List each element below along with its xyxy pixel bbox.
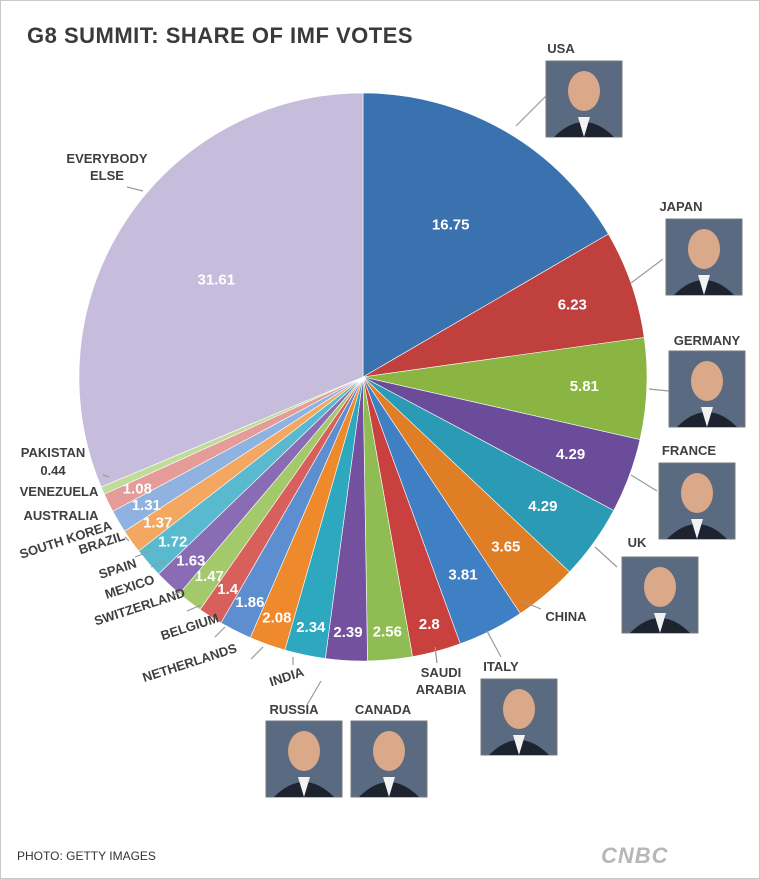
leader-line	[102, 474, 110, 478]
slice-value-label: 4.29	[556, 446, 585, 463]
category-label-india: INDIA	[267, 664, 306, 689]
slice-value-label: 1.31	[132, 497, 161, 514]
category-label-russia: RUSSIA	[269, 702, 319, 717]
leader-line	[434, 646, 438, 664]
slice-value-label: 1.63	[176, 553, 205, 570]
leader-line	[170, 590, 182, 598]
leader-line	[126, 186, 144, 192]
leader-line	[150, 560, 166, 568]
leader-line	[306, 680, 322, 706]
leader-portrait-photo	[480, 678, 558, 756]
category-label-belgium: BELGIUM	[159, 610, 221, 643]
leader-line	[124, 536, 130, 542]
leader-line	[214, 626, 226, 638]
pie-slice-usa	[362, 92, 609, 378]
slice-value-label: 2.39	[333, 624, 362, 641]
slice-value-label: 1.08	[123, 480, 152, 497]
slice-value-label: 5.81	[570, 378, 599, 395]
slice-value-label: 2.8	[419, 616, 440, 633]
slice-value-label: 2.08	[262, 610, 291, 627]
slice-value-label: 1.72	[158, 534, 187, 551]
category-label-france: FRANCE	[662, 443, 716, 458]
slice-value-label: 2.34	[296, 619, 326, 636]
category-label-australia: AUSTRALIA	[23, 508, 99, 523]
slice-value-label: 31.61	[198, 272, 236, 289]
leader-line	[520, 600, 542, 610]
leader-line	[515, 95, 547, 127]
slice-value-label: 2.56	[373, 623, 402, 640]
leader-portrait-photo	[350, 720, 428, 798]
slice-value-label: 3.81	[448, 567, 477, 584]
pie-slice-everybody-else	[78, 92, 364, 488]
category-label-china: CHINA	[545, 609, 587, 624]
slice-value-label: 1.86	[235, 594, 264, 611]
slice-value-label: 1.4	[217, 581, 239, 598]
leader-line	[134, 550, 152, 558]
leader-portrait-photo	[658, 462, 736, 540]
category-label-usa: USA	[547, 41, 575, 56]
slice-value-label: 1.37	[143, 515, 172, 532]
leader-portrait-photo	[665, 218, 743, 296]
leader-line	[648, 388, 670, 392]
slice-value-label: 16.75	[432, 216, 470, 233]
slice-value-label-outside: 0.44	[40, 463, 66, 478]
leader-line	[594, 546, 618, 568]
category-label-italy: ITALY	[483, 659, 519, 674]
leader-portrait-photo	[668, 350, 746, 428]
slice-value-label: 1.47	[195, 568, 224, 585]
brand-logo: CNBC	[601, 843, 669, 868]
category-label-japan: JAPAN	[659, 199, 702, 214]
leader-portrait-photo	[621, 556, 699, 634]
leader-line	[630, 258, 664, 284]
photo-credit: PHOTO: GETTY IMAGES	[17, 849, 156, 863]
category-label-canada: CANADA	[355, 702, 412, 717]
category-label-saudi-arabia: SAUDI ARABIA	[416, 665, 467, 697]
category-label-pakistan: PAKISTAN	[21, 445, 86, 460]
category-label-netherlands: NETHERLANDS	[141, 640, 239, 685]
leader-line	[630, 474, 658, 492]
leader-portrait-photo	[545, 60, 623, 138]
category-label-germany: GERMANY	[674, 333, 741, 348]
category-label-uk: UK	[628, 535, 647, 550]
leader-portrait-photo	[265, 720, 343, 798]
category-label-venezuela: VENEZUELA	[20, 484, 99, 499]
category-label-everybody-else: EVERYBODY ELSE	[66, 151, 147, 183]
leader-line	[186, 604, 202, 612]
leader-line	[250, 646, 264, 660]
slice-value-label: 6.23	[558, 297, 587, 314]
slice-value-label: 4.29	[528, 498, 557, 515]
chart-title: G8 SUMMIT: SHARE OF IMF VOTES	[27, 23, 414, 48]
leader-line	[486, 630, 502, 658]
slice-value-label: 3.65	[491, 538, 520, 555]
